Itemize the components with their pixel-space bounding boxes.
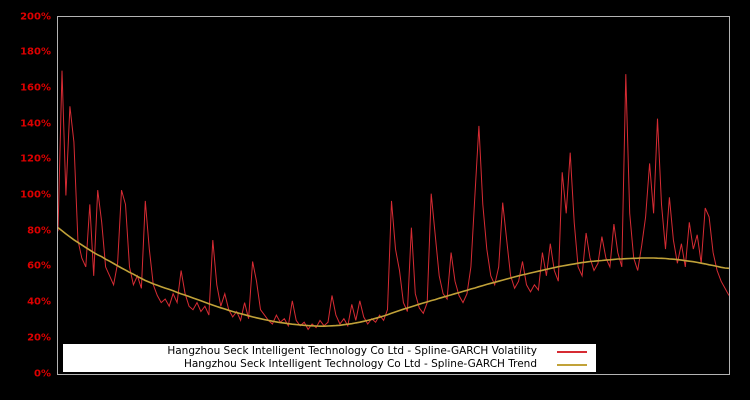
y-tick-label: 120%	[20, 153, 51, 165]
y-tick-label: 180%	[20, 46, 51, 58]
y-tick-label: 0%	[34, 368, 51, 379]
y-tick-label: 60%	[27, 260, 51, 272]
y-tick-label: 100%	[20, 189, 51, 201]
trend-line-sample	[557, 363, 587, 366]
series-svg	[58, 70, 729, 331]
y-tick-label: 200%	[20, 11, 51, 22]
plot-area: Hangzhou Seck Intelligent Technology Co …	[57, 16, 730, 375]
legend-label-volatility: Hangzhou Seck Intelligent Technology Co …	[167, 345, 537, 357]
y-tick-label: 20%	[27, 332, 51, 344]
y-tick-label: 160%	[20, 82, 51, 94]
y-tick-label: 140%	[20, 118, 51, 130]
y-tick-label: 40%	[27, 296, 51, 308]
volatility-line-sample	[557, 350, 587, 353]
legend: Hangzhou Seck Intelligent Technology Co …	[63, 344, 596, 372]
legend-item-trend: Hangzhou Seck Intelligent Technology Co …	[63, 358, 596, 371]
legend-item-volatility: Hangzhou Seck Intelligent Technology Co …	[63, 345, 596, 358]
y-tick-label: 80%	[27, 225, 51, 237]
legend-label-trend: Hangzhou Seck Intelligent Technology Co …	[183, 358, 537, 370]
